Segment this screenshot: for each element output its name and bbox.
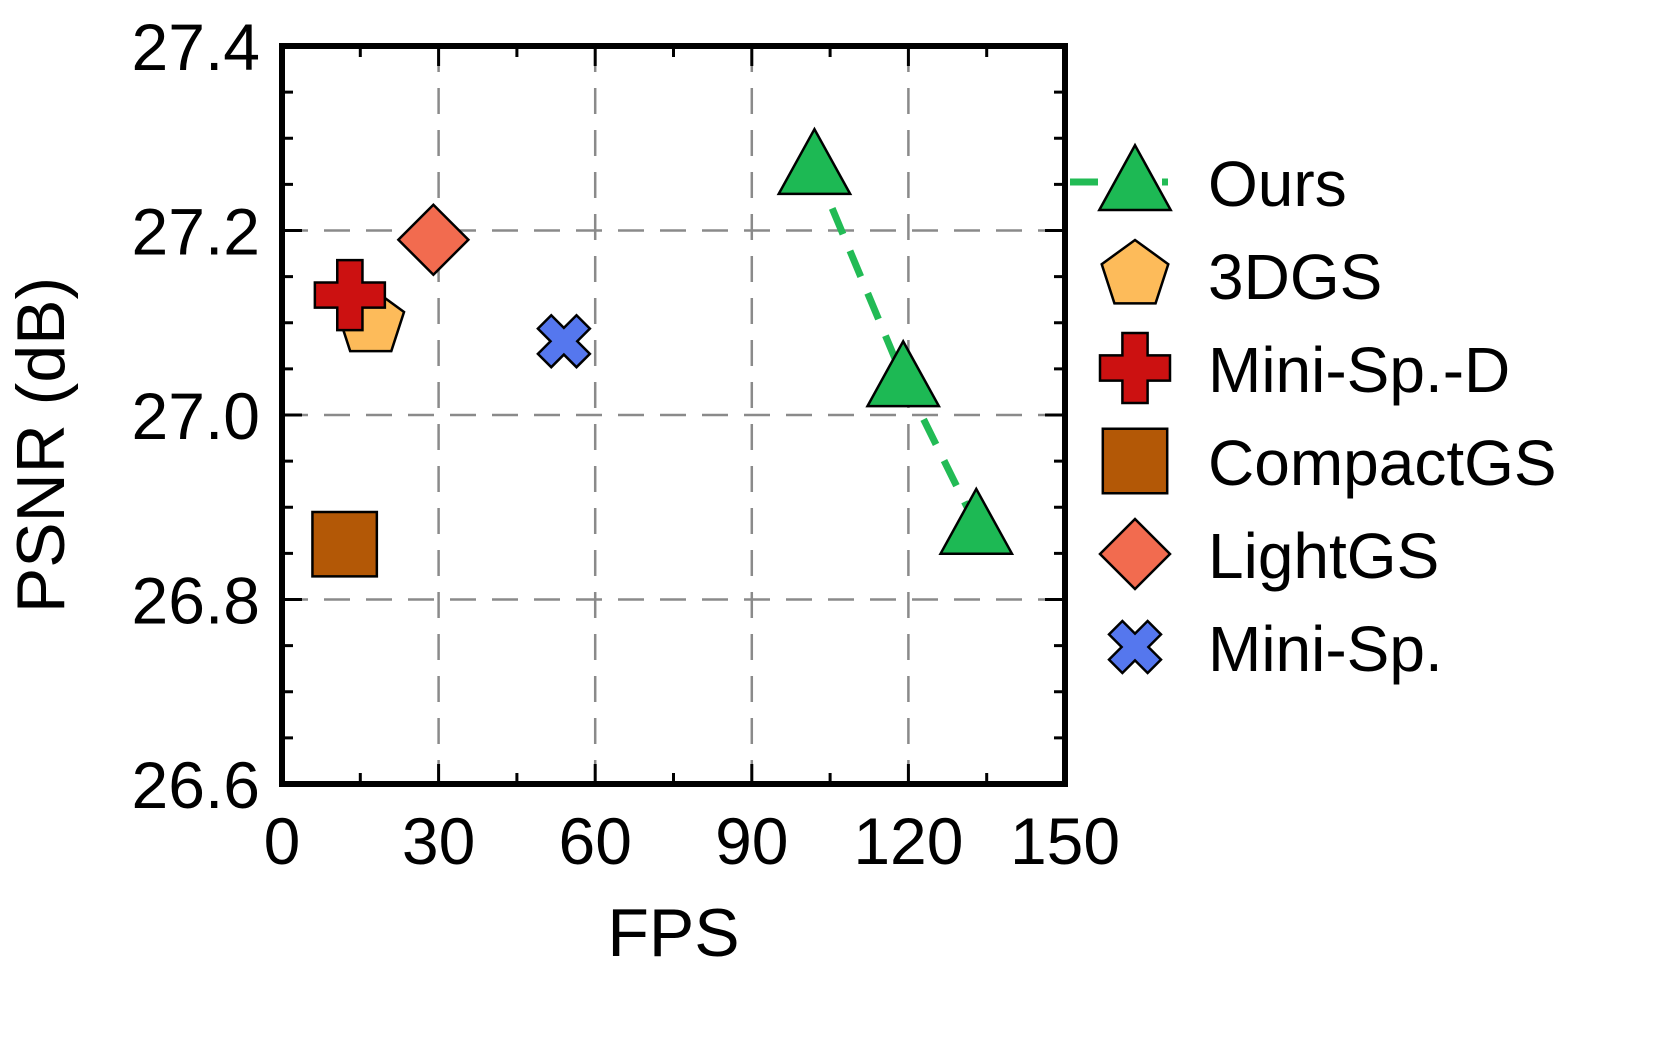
y-tick-labels: 26.6 26.8 27.0 27.2 27.4	[132, 10, 260, 822]
x-tick-label: 150	[1010, 804, 1120, 878]
data-point	[865, 338, 941, 408]
legend-label: Mini-Sp.-D	[1208, 334, 1510, 406]
plot-frame	[279, 43, 1068, 787]
legend-label: 3DGS	[1208, 241, 1382, 313]
data-point	[776, 126, 853, 196]
legend-label: CompactGS	[1208, 427, 1557, 499]
x-tick-label: 0	[264, 804, 301, 878]
x-tick-labels: 0 30 60 90 120 150	[264, 804, 1120, 878]
series-line	[811, 164, 980, 528]
x-tick-label: 90	[715, 804, 788, 878]
data-series	[311, 126, 1015, 578]
legend-marker	[1101, 427, 1169, 495]
legend-label: Mini-Sp.	[1208, 613, 1443, 685]
data-point	[938, 486, 1015, 555]
y-tick-label: 26.8	[132, 564, 260, 638]
y-axis-label: PSNR (dB)	[3, 277, 79, 613]
x-axis-label: FPS	[607, 895, 739, 971]
legend: Ours 3DGS Mini-Sp.-D CompactGS LightGS Mini-S…	[1070, 142, 1557, 685]
y-tick-label: 27.4	[132, 10, 260, 84]
x-tick-label: 60	[558, 804, 631, 878]
legend-marker	[1100, 238, 1170, 305]
data-point	[396, 202, 471, 277]
data-point	[313, 258, 387, 332]
data-point	[536, 313, 592, 369]
x-tick-label: 30	[402, 804, 475, 878]
data-point	[311, 510, 379, 578]
legend-label: LightGS	[1208, 520, 1439, 592]
legend-label: Ours	[1208, 148, 1347, 220]
y-tick-label: 27.2	[132, 195, 260, 269]
y-tick-label: 26.6	[132, 748, 260, 822]
grid	[282, 46, 1065, 784]
x-tick-label: 120	[853, 804, 963, 878]
legend-marker	[1098, 331, 1172, 405]
legend-marker	[1107, 619, 1163, 675]
y-tick-label: 27.0	[132, 379, 260, 453]
legend-marker	[1097, 142, 1173, 212]
legend-marker	[1098, 517, 1172, 591]
